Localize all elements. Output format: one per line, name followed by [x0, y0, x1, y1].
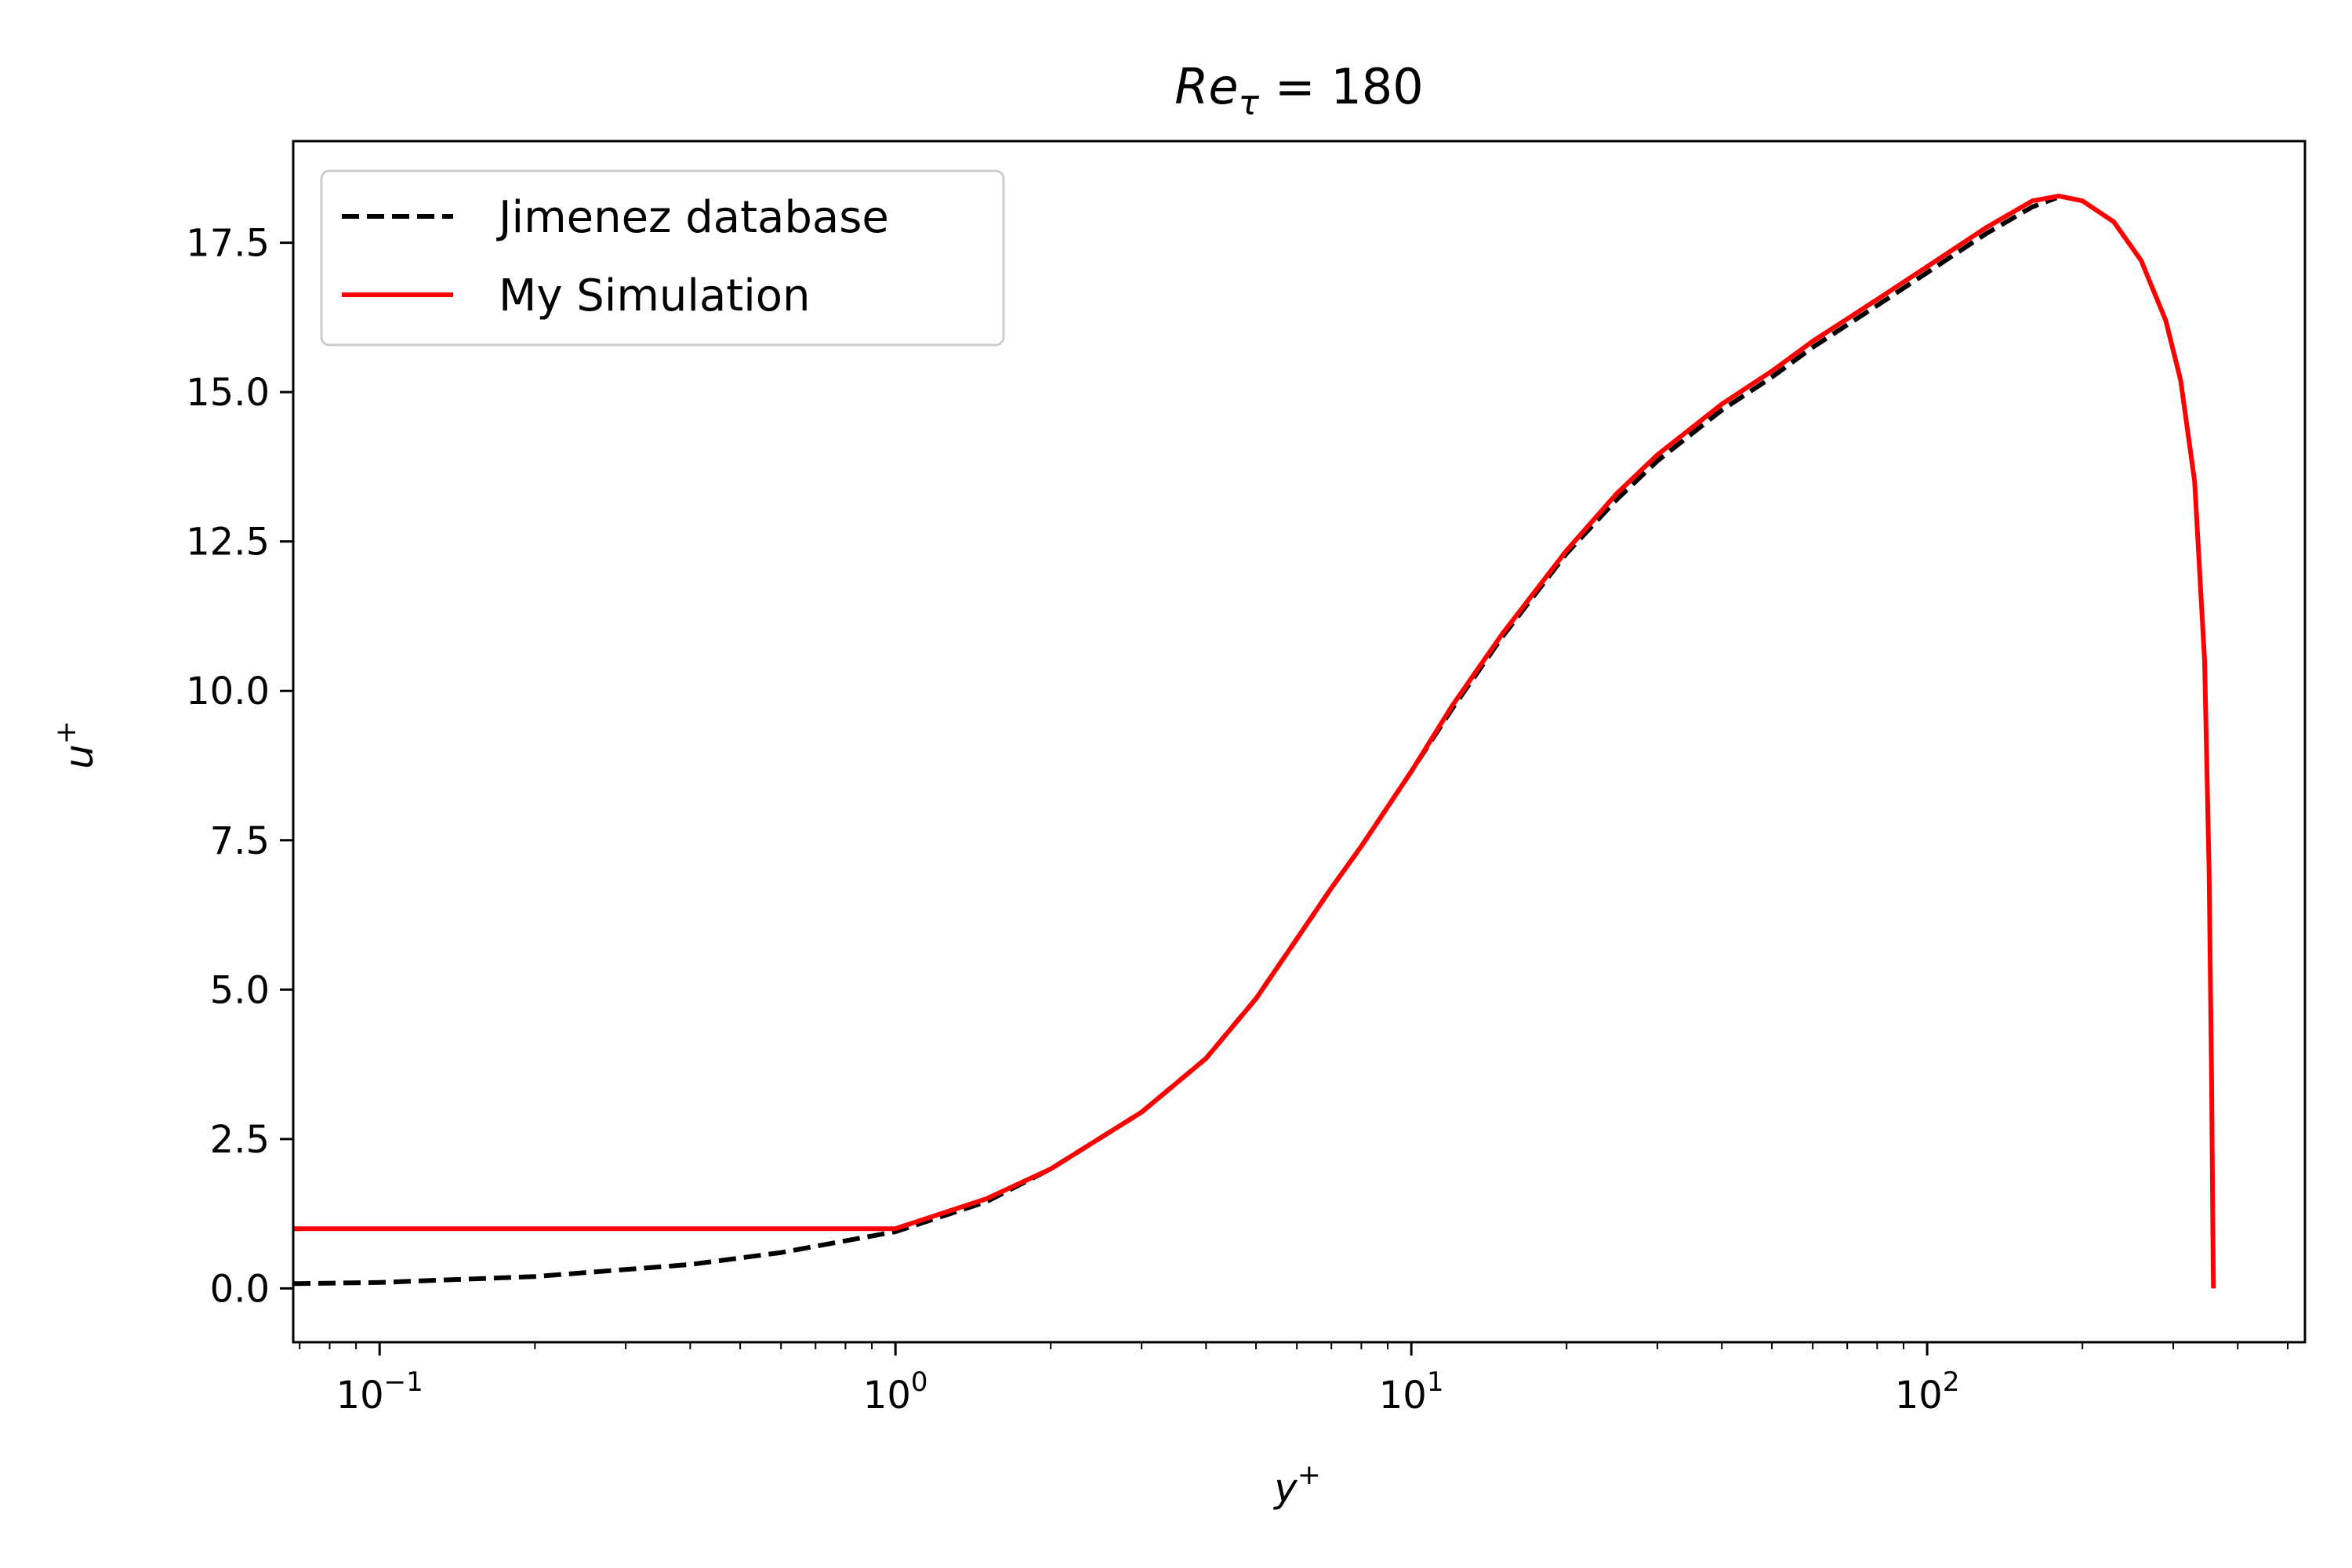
- x-axis-label-sup: +: [1298, 1459, 1321, 1491]
- y-tick-label: 0.0: [210, 1267, 270, 1311]
- legend-box: [320, 169, 1005, 347]
- y-tick-label: 15.0: [186, 371, 270, 415]
- title-base: Re: [1174, 58, 1238, 115]
- x-axis-label-base: y: [1272, 1465, 1298, 1511]
- y-tick-label: 7.5: [210, 819, 270, 863]
- plot-frame: [292, 140, 2307, 1344]
- x-tick-label-exp: 2: [1943, 1367, 1960, 1398]
- x-tick-label-base: 10: [1379, 1374, 1427, 1417]
- series-line-simulation: [293, 194, 2216, 1289]
- legend-label-simulation: My Simulation: [499, 270, 811, 321]
- x-tick-label: 101: [1379, 1367, 1444, 1417]
- x-tick-label-exp: 1: [1427, 1367, 1444, 1398]
- x-axis-label: y+: [1272, 1459, 1321, 1511]
- x-axis: 10−1 100 101 102: [299, 1342, 2289, 1417]
- series-line-jimenez: [293, 195, 2057, 1287]
- y-axis-label-sup: +: [50, 720, 82, 744]
- y-tick-label: 12.5: [186, 521, 270, 564]
- y-tick-label: 2.5: [210, 1118, 270, 1162]
- y-axis-label: u+: [50, 720, 102, 769]
- y-tick-label: 5.0: [210, 968, 270, 1012]
- x-tick-label-base: 10: [863, 1374, 911, 1417]
- title-subscript: τ: [1239, 83, 1260, 123]
- legend-label-jimenez: Jimenez database: [496, 192, 889, 243]
- y-tick-label: 10.0: [186, 670, 270, 713]
- x-tick-label: 100: [863, 1367, 928, 1417]
- x-tick-label: 10−1: [336, 1367, 423, 1417]
- title-rest: = 180: [1259, 58, 1424, 115]
- chart-title: Reτ = 180: [1174, 58, 1423, 123]
- x-tick-label-base: 10: [336, 1374, 384, 1417]
- legend: Jimenez database My Simulation: [320, 169, 1005, 347]
- y-axis-label-base: u: [56, 744, 102, 769]
- x-tick-label-base: 10: [1895, 1374, 1943, 1417]
- y-tick-label: 17.5: [186, 222, 270, 266]
- x-tick-label: 102: [1895, 1367, 1960, 1417]
- y-axis: 0.0 2.5 5.0 7.5 10.0 12.5 15.0 17.5: [186, 222, 293, 1311]
- x-tick-label-exp: −1: [384, 1367, 423, 1398]
- series-layer: [293, 194, 2216, 1289]
- x-tick-label-exp: 0: [911, 1367, 928, 1398]
